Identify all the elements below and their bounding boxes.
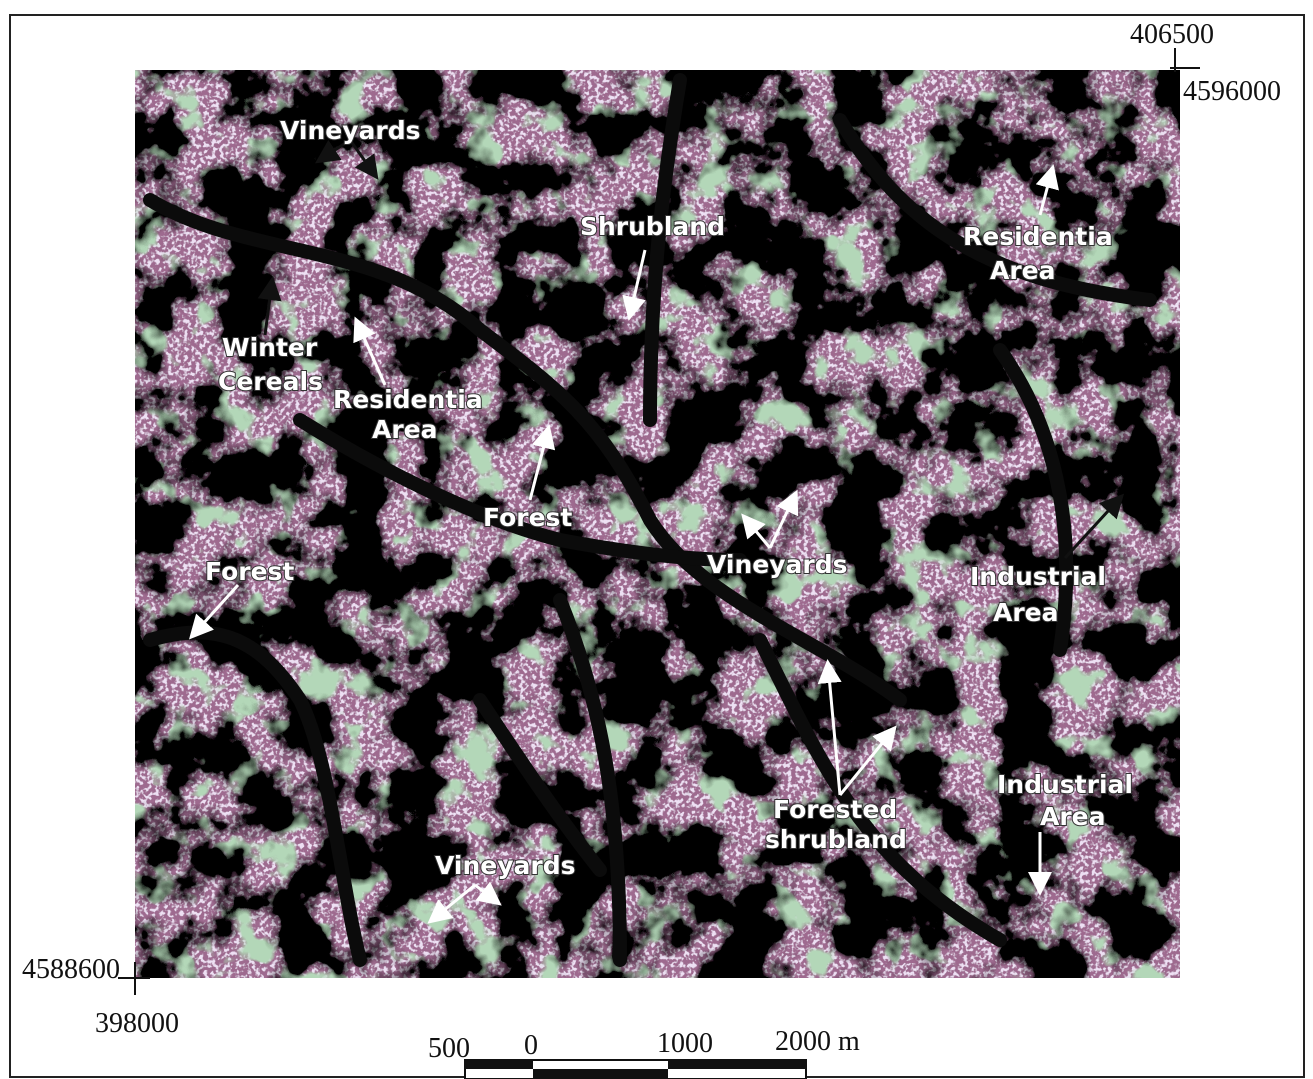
- annotation: Industrial: [970, 562, 1106, 591]
- coordinate-label: 4596000: [1183, 76, 1281, 107]
- scale-label: 0: [524, 1030, 538, 1061]
- page: 406500 4596000 4588600 398000 500 0 1000…: [0, 0, 1313, 1079]
- annotation: Area: [993, 598, 1059, 627]
- annotation: Winter: [222, 333, 318, 362]
- scale-label: 500: [428, 1033, 470, 1064]
- coordinate-label: 406500: [1130, 19, 1214, 50]
- annotation: Industrial: [997, 770, 1133, 799]
- annotation: Vineyards: [707, 550, 848, 579]
- annotation: Area: [372, 415, 438, 444]
- annotation: Area: [990, 256, 1056, 285]
- annotation: Forest: [483, 503, 572, 532]
- annotation: Cereals: [218, 367, 323, 396]
- annotation: Area: [1040, 802, 1106, 831]
- annotation: Residentia: [333, 385, 483, 414]
- annotation: Forest: [205, 557, 294, 586]
- annotation: Forested: [773, 795, 897, 824]
- annotation: Residentia: [963, 222, 1113, 251]
- scale-label: 2000 m: [775, 1026, 860, 1057]
- scale-segment: [465, 1060, 533, 1069]
- coordinate-label: 398000: [95, 1008, 179, 1039]
- scale-segment: [668, 1060, 806, 1069]
- annotation: shrubland: [765, 825, 907, 854]
- annotation: Vineyards: [435, 851, 576, 880]
- map-figure: 406500 4596000 4588600 398000 500 0 1000…: [0, 0, 1313, 1079]
- scale-bar: 500 0 1000 2000 m: [428, 1026, 860, 1079]
- scale-segment: [533, 1069, 668, 1079]
- coordinate-label: 4588600: [22, 954, 120, 985]
- annotation: Shrubland: [580, 212, 725, 241]
- scale-label: 1000: [657, 1028, 713, 1059]
- satellite-image: [135, 70, 1180, 978]
- annotation: Vineyards: [280, 116, 421, 145]
